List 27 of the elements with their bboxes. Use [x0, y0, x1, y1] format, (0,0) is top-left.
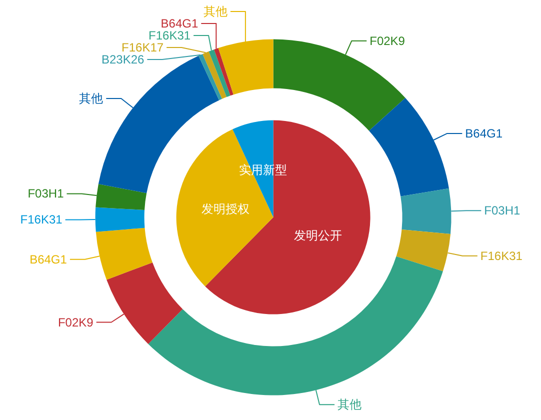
donut-slice	[202, 51, 227, 99]
donut-slice	[96, 184, 147, 210]
donut-slice	[208, 49, 230, 98]
label: F02K9	[58, 315, 94, 330]
label: F16K31	[480, 248, 522, 263]
donut-slice	[214, 48, 234, 96]
label: F16K17	[122, 40, 164, 54]
label: 发明授权	[202, 202, 250, 216]
label: F03H1	[28, 186, 64, 201]
label: F02K9	[370, 34, 405, 48]
label: B64G1	[160, 16, 198, 30]
label: F03H1	[484, 204, 520, 218]
donut-slice	[400, 188, 452, 234]
label: 其他	[79, 92, 104, 106]
label: 其他	[338, 398, 362, 412]
label: B64G1	[465, 126, 502, 140]
label: 其他	[203, 4, 228, 18]
donut-slice	[218, 39, 274, 95]
label: F16K31	[148, 28, 191, 42]
donut-slice	[96, 228, 152, 280]
donut-slice	[396, 229, 451, 272]
donut-slice	[95, 207, 145, 232]
label: B23K26	[102, 52, 144, 66]
label: F16K31	[20, 212, 62, 227]
label: B64G1	[30, 252, 67, 266]
donut-slice	[198, 54, 222, 100]
label: 发明公开	[294, 228, 342, 243]
